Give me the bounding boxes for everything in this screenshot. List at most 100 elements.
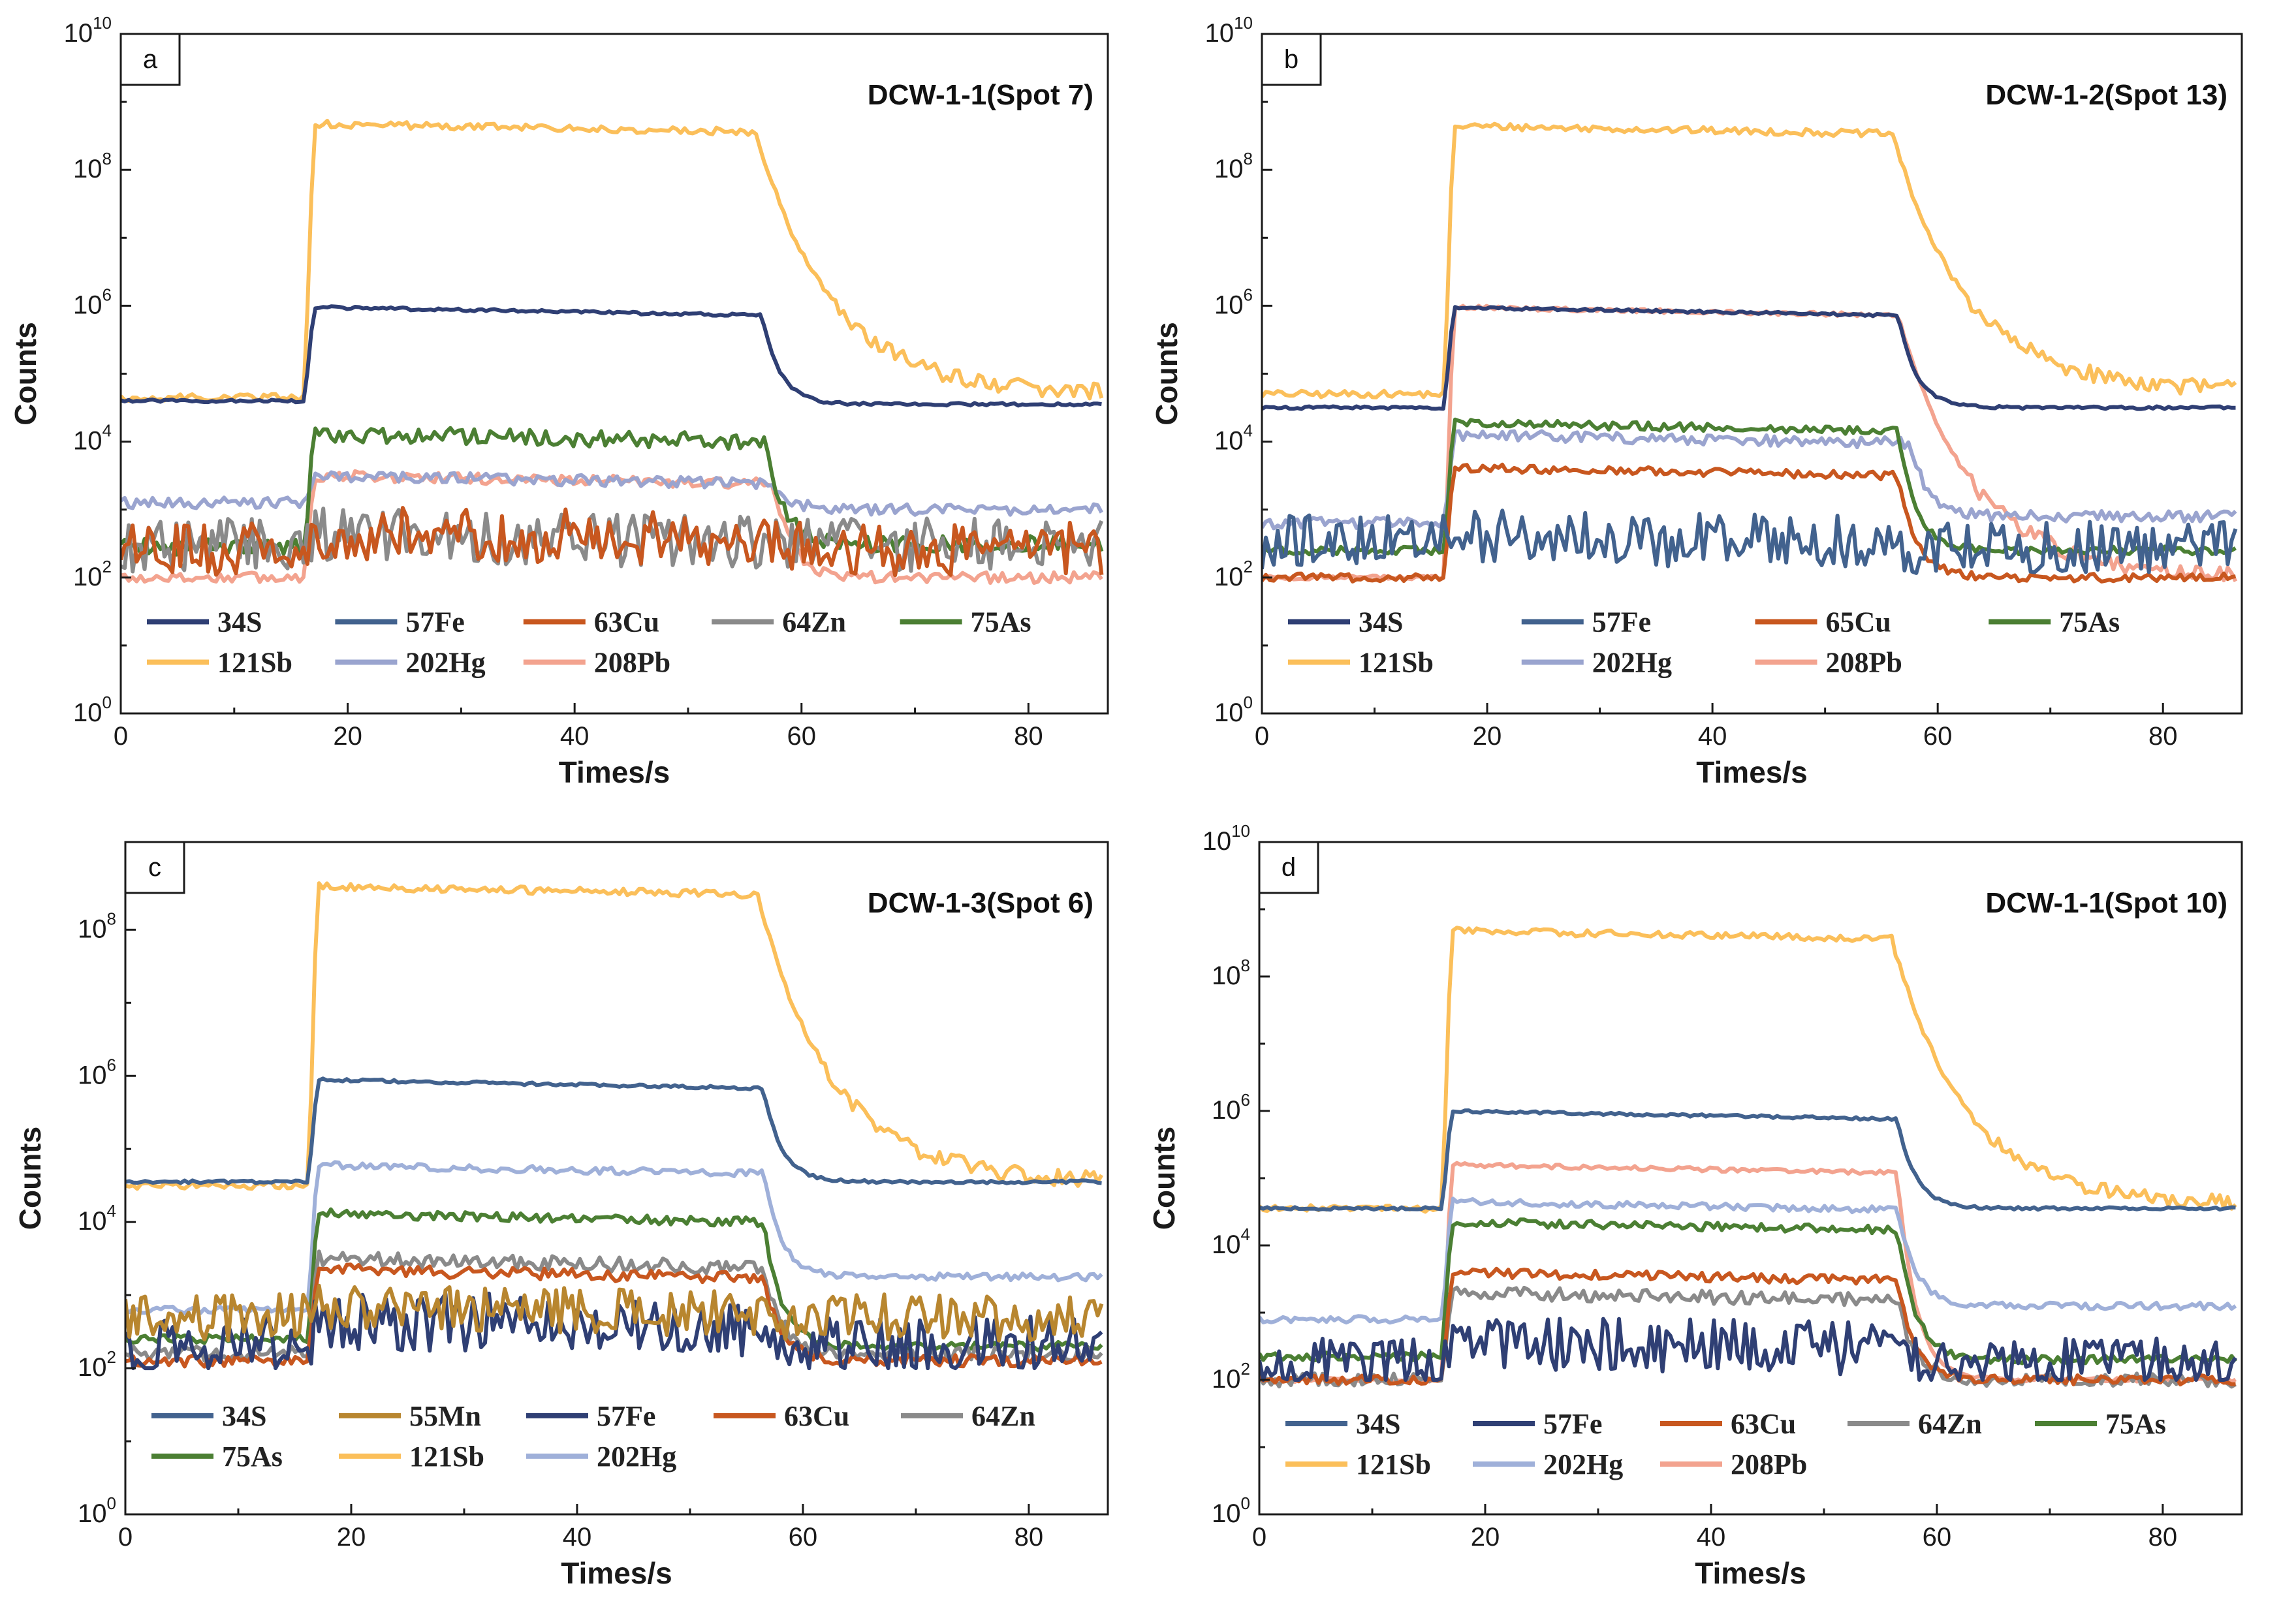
series-line-121Sb bbox=[121, 119, 1104, 403]
series-line-202Hg bbox=[1262, 429, 2237, 531]
plot-area bbox=[121, 119, 1104, 585]
x-axis-label: Times/s bbox=[1696, 755, 1807, 789]
legend: 34S 57Fe 65Cu 75As 121Sb 202Hg 208Pb bbox=[1288, 606, 2120, 678]
legend-label-208Pb: 208Pb bbox=[1826, 646, 1902, 678]
legend-label-202Hg: 202Hg bbox=[1592, 646, 1672, 678]
x-tick-label: 80 bbox=[2148, 1523, 2178, 1552]
x-tick-label: 60 bbox=[1923, 722, 1953, 751]
y-tick-label: 106 bbox=[78, 1055, 116, 1089]
panel-title: DCW-1-2(Spot 13) bbox=[1985, 79, 2227, 111]
legend-label-57Fe: 57Fe bbox=[597, 1400, 655, 1432]
legend-label-64Zn: 64Zn bbox=[782, 606, 846, 638]
series-line-121Sb bbox=[1262, 121, 2237, 399]
series-line-34S bbox=[1259, 1108, 2236, 1212]
panel-letter-box bbox=[124, 841, 185, 894]
plot-frame bbox=[124, 841, 1109, 1516]
y-tick-label: 104 bbox=[73, 421, 112, 456]
series-line-63Cu bbox=[1259, 1266, 2236, 1386]
legend-label-202Hg: 202Hg bbox=[405, 646, 485, 678]
legend-label-121Sb: 121Sb bbox=[1359, 646, 1434, 678]
panel-title: DCW-1-3(Spot 6) bbox=[868, 887, 1093, 919]
panel-letter: b bbox=[1284, 45, 1298, 74]
legend: 34S 57Fe 63Cu 64Zn 75As 121Sb 202Hg 208Pb bbox=[147, 606, 1031, 678]
x-tick-label: 40 bbox=[563, 1523, 592, 1552]
x-tick-label: 0 bbox=[114, 722, 128, 751]
panel-b: 0 20 40 60 80 100 102 104 106 108 1010 Times/s Count… bbox=[1150, 13, 2243, 789]
legend-label-121Sb: 121Sb bbox=[409, 1441, 484, 1473]
legend-label-75As: 75As bbox=[2105, 1408, 2166, 1440]
legend-label-57Fe: 57Fe bbox=[405, 606, 464, 638]
series-line-34S bbox=[125, 1076, 1102, 1185]
y-axis-label: Counts bbox=[1147, 1127, 1181, 1230]
y-tick-label: 108 bbox=[78, 909, 116, 943]
x-tick-label: 40 bbox=[1698, 722, 1727, 751]
legend-label-63Cu: 63Cu bbox=[784, 1400, 849, 1432]
legend-label-64Zn: 64Zn bbox=[971, 1400, 1035, 1432]
legend-label-202Hg: 202Hg bbox=[597, 1441, 676, 1473]
plot-area bbox=[1259, 926, 2237, 1389]
y-tick-label: 100 bbox=[78, 1493, 116, 1528]
legend-label-34S: 34S bbox=[217, 606, 262, 638]
y-tick-label: 100 bbox=[1214, 693, 1253, 727]
panel-letter: a bbox=[143, 45, 158, 74]
x-tick-label: 80 bbox=[1014, 1523, 1044, 1552]
y-tick-label: 102 bbox=[78, 1347, 116, 1382]
y-tick-label: 106 bbox=[1212, 1090, 1250, 1125]
y-tick-label: 108 bbox=[1212, 956, 1250, 990]
x-tick-label: 20 bbox=[337, 1523, 366, 1552]
series-line-202Hg bbox=[1259, 1196, 2237, 1325]
legend-label-65Cu: 65Cu bbox=[1826, 606, 1891, 638]
legend-label-57Fe: 57Fe bbox=[1592, 606, 1651, 638]
series-line-63Cu bbox=[121, 506, 1104, 578]
x-tick-label: 60 bbox=[789, 1523, 818, 1552]
x-tick-label: 20 bbox=[333, 722, 362, 751]
y-tick-label: 100 bbox=[73, 693, 112, 727]
series-line-55Mn bbox=[125, 1283, 1104, 1343]
panel-letter-box bbox=[1261, 33, 1322, 86]
legend: 34S 57Fe 63Cu 64Zn 75As 121Sb 202Hg 208Pb bbox=[1285, 1408, 2166, 1480]
y-tick-label: 104 bbox=[78, 1201, 116, 1236]
panel-title: DCW-1-1(Spot 7) bbox=[868, 79, 1093, 111]
legend-label-57Fe: 57Fe bbox=[1543, 1408, 1602, 1440]
y-tick-label: 1010 bbox=[1205, 13, 1253, 48]
x-axis-label: Times/s bbox=[1695, 1556, 1806, 1590]
x-tick-label: 40 bbox=[560, 722, 590, 751]
x-tick-label: 0 bbox=[118, 1523, 133, 1552]
y-tick-label: 108 bbox=[1214, 149, 1253, 183]
panel-d: 0 20 40 60 80 100 102 104 106 108 1010 Times/s Count… bbox=[1147, 821, 2243, 1590]
y-axis-label: Counts bbox=[13, 1127, 47, 1230]
series-line-75As bbox=[125, 1207, 1103, 1353]
plot-area bbox=[1262, 121, 2238, 584]
legend-label-55Mn: 55Mn bbox=[409, 1400, 481, 1432]
legend-label-64Zn: 64Zn bbox=[1918, 1408, 1982, 1440]
y-tick-label: 1010 bbox=[64, 13, 112, 48]
series-line-34S bbox=[121, 304, 1102, 408]
legend-label-63Cu: 63Cu bbox=[594, 606, 659, 638]
x-tick-label: 20 bbox=[1473, 722, 1502, 751]
panel-c: 0 20 40 60 80 100 102 104 106 108 Times/s Counts c DC… bbox=[13, 841, 1109, 1590]
series-line-57Fe bbox=[1262, 508, 2238, 575]
y-tick-label: 106 bbox=[1214, 285, 1253, 319]
y-tick-label: 102 bbox=[73, 557, 112, 591]
panel-letter-box bbox=[1258, 841, 1319, 894]
panel-title: DCW-1-1(Spot 10) bbox=[1985, 887, 2227, 919]
legend-label-75As: 75As bbox=[2059, 606, 2120, 638]
legend-label-121Sb: 121Sb bbox=[1356, 1448, 1431, 1480]
y-tick-label: 106 bbox=[73, 285, 112, 319]
panel-letter-box bbox=[119, 33, 181, 86]
series-line-57Fe bbox=[1259, 1317, 2237, 1382]
x-tick-label: 0 bbox=[1252, 1523, 1266, 1552]
panel-a: 0 20 40 60 80 100 102 104 106 108 1010 Times/s Count… bbox=[8, 13, 1109, 789]
legend-label-34S: 34S bbox=[1359, 606, 1403, 638]
series-line-121Sb bbox=[125, 881, 1104, 1191]
legend-label-208Pb: 208Pb bbox=[594, 646, 670, 678]
y-axis-label: Counts bbox=[8, 322, 42, 425]
series-line-34S bbox=[1262, 305, 2236, 411]
y-tick-label: 102 bbox=[1214, 557, 1253, 591]
series-line-202Hg bbox=[121, 470, 1104, 517]
x-tick-label: 20 bbox=[1471, 1523, 1500, 1552]
plot-area bbox=[125, 881, 1104, 1371]
y-tick-label: 108 bbox=[73, 149, 112, 183]
legend-label-75As: 75As bbox=[971, 606, 1031, 638]
